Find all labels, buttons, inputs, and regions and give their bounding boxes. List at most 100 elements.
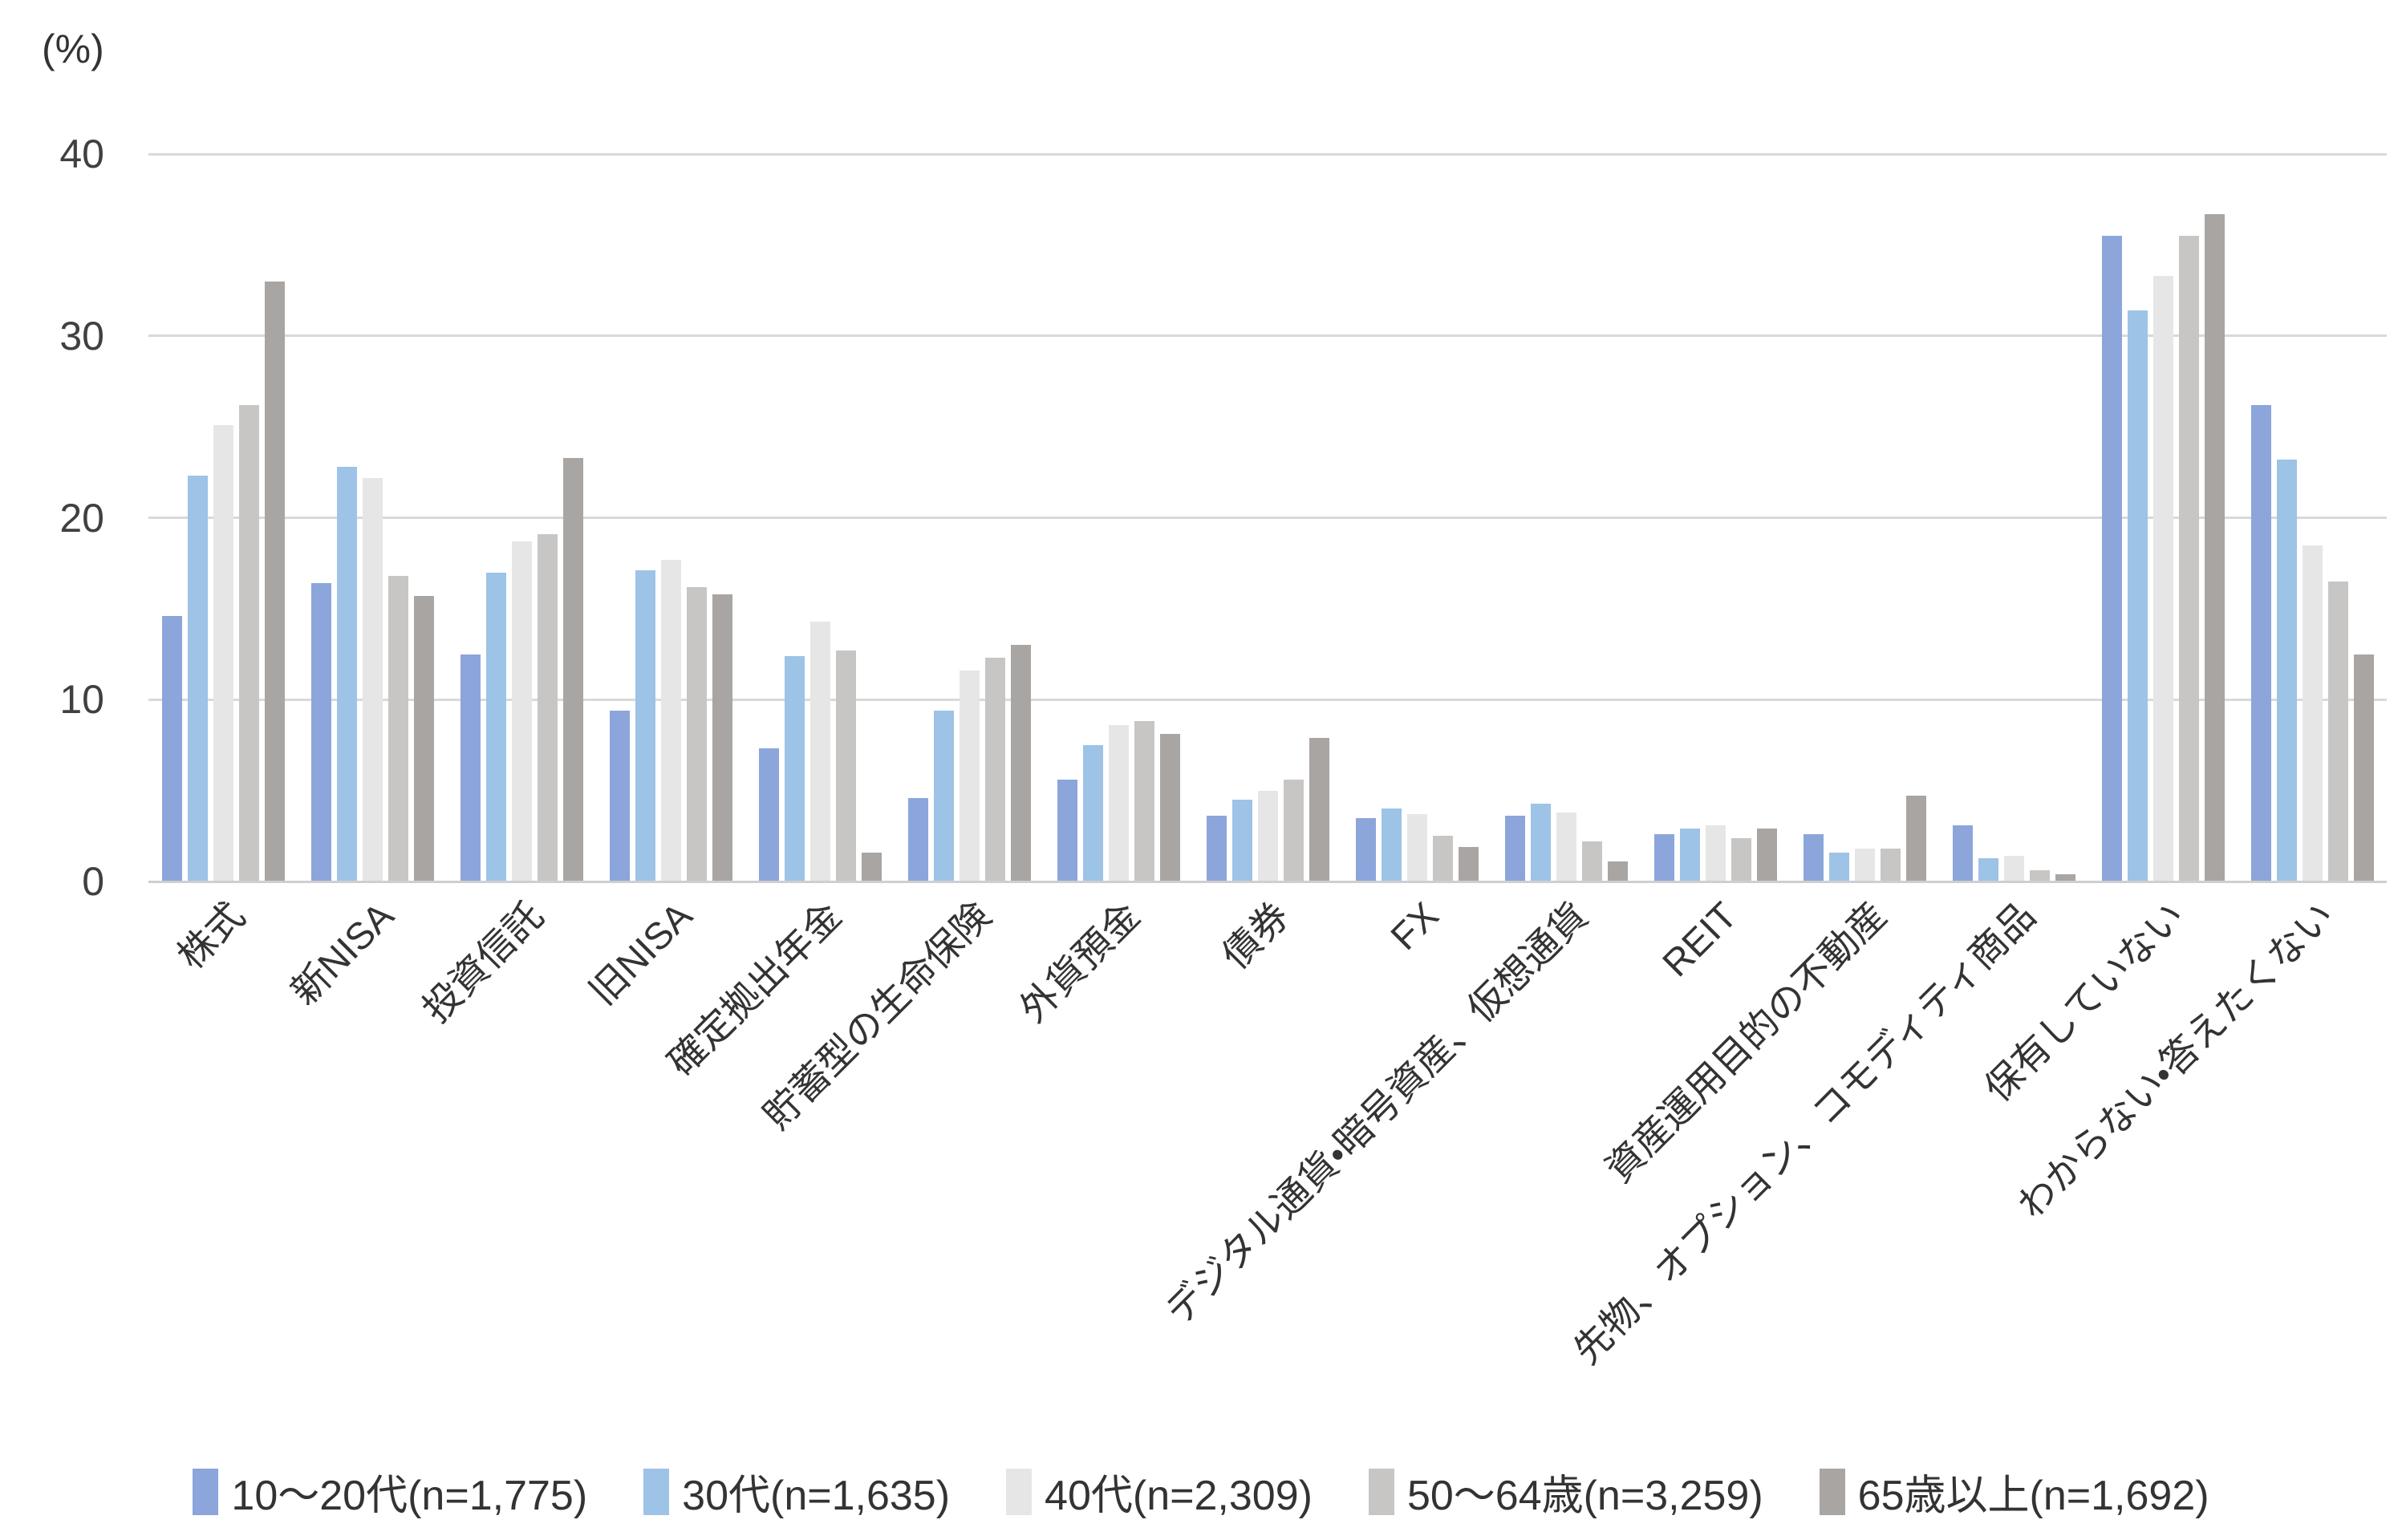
bar-series5-cat13 [2055, 873, 2075, 881]
bar-series4-cat13 [2029, 870, 2050, 881]
bar-series2-cat5 [784, 655, 805, 881]
legend: 10〜20代(n=1,775) 30代(n=1,635) 40代(n=2,309) 5… [0, 1461, 2402, 1522]
gridline-30 [148, 334, 2387, 338]
bar-series5-cat3 [562, 457, 583, 881]
bar-series4-cat8 [1283, 780, 1304, 881]
bar-series2-cat14 [2127, 310, 2148, 881]
legend-color-chip-4 [1368, 1468, 1394, 1515]
legend-label-3: 40代(n=2,309) [1045, 1473, 1313, 1519]
bar-series1-cat1 [161, 615, 182, 881]
bar-group-7 [1044, 154, 1193, 881]
bar-series4-cat2 [387, 576, 408, 881]
bar-series2-cat7 [1082, 744, 1103, 881]
bar-series3-cat14 [2152, 275, 2173, 881]
x-label-8: 債券 [1213, 894, 1297, 978]
bar-series3-cat11 [1705, 825, 1726, 881]
bar-series2-cat2 [336, 467, 357, 881]
gridline-40 [148, 152, 2387, 156]
bar-series5-cat9 [1458, 846, 1479, 881]
bar-series4-cat5 [835, 650, 856, 881]
bar-series1-cat2 [310, 583, 331, 881]
y-axis-unit-label: (%) [42, 26, 104, 71]
bar-series1-cat10 [1504, 816, 1525, 881]
bar-series5-cat10 [1607, 861, 1628, 881]
bar-series1-cat7 [1057, 780, 1077, 881]
bar-series1-cat9 [1355, 817, 1376, 881]
x-axis-baseline [148, 880, 2387, 883]
bar-series4-cat11 [1730, 837, 1751, 881]
x-label-9: FX [1382, 894, 1446, 958]
bar-series1-cat11 [1653, 834, 1674, 881]
bar-series2-cat15 [2276, 459, 2297, 881]
bar-series5-cat12 [1905, 796, 1926, 881]
bar-group-6 [895, 154, 1044, 881]
x-label-1: 株式 [168, 894, 253, 978]
bar-group-15 [2238, 154, 2387, 881]
legend-item-5: 65歳以上(n=1,692) [1819, 1461, 2209, 1522]
x-label-12: 資産運用目的の不動産 [1597, 894, 1894, 1191]
bar-series1-cat5 [758, 748, 779, 881]
bar-series3-cat15 [2302, 545, 2323, 881]
bar-series4-cat7 [1134, 721, 1154, 881]
x-label-7: 外貨預金 [1011, 894, 1148, 1031]
bar-group-8 [1193, 154, 1342, 881]
bar-series1-cat6 [907, 797, 928, 881]
bar-series4-cat9 [1432, 836, 1453, 881]
bar-series2-cat13 [1978, 857, 1998, 881]
legend-item-2: 30代(n=1,635) [643, 1461, 950, 1522]
bar-series5-cat5 [861, 852, 882, 881]
bar-group-10 [1491, 154, 1641, 881]
bar-series3-cat12 [1854, 849, 1875, 881]
bar-series3-cat9 [1406, 814, 1427, 881]
y-tick-label-0: 0 [82, 859, 104, 904]
bar-series5-cat1 [264, 281, 285, 881]
bar-series3-cat5 [809, 621, 830, 881]
x-label-3: 投資信託 [414, 894, 551, 1031]
bar-series3-cat10 [1556, 812, 1576, 881]
bar-series5-cat11 [1756, 829, 1777, 881]
bar-series1-cat4 [609, 710, 630, 881]
legend-item-3: 40代(n=2,309) [1006, 1461, 1313, 1522]
x-label-4: 旧NISA [581, 894, 700, 1013]
y-tick-label-40: 40 [59, 132, 104, 176]
bar-series3-cat6 [959, 670, 980, 881]
x-label-2: 新NISA [282, 894, 402, 1013]
bar-group-11 [1641, 154, 1790, 881]
bar-group-2 [298, 154, 447, 881]
bar-series5-cat7 [1159, 734, 1180, 881]
bar-series4-cat10 [1581, 841, 1602, 881]
bar-series1-cat3 [460, 654, 481, 881]
bar-series1-cat12 [1803, 834, 1824, 881]
bar-series5-cat8 [1309, 737, 1329, 881]
bar-series2-cat12 [1828, 852, 1849, 881]
bar-series5-cat6 [1010, 645, 1031, 881]
legend-item-4: 50〜64歳(n=3,259) [1368, 1461, 1763, 1522]
bar-series4-cat6 [984, 658, 1005, 881]
bar-series1-cat8 [1206, 816, 1227, 881]
bar-group-9 [1342, 154, 1491, 881]
bar-series2-cat10 [1530, 803, 1551, 881]
bar-series2-cat1 [187, 476, 208, 881]
legend-color-chip-1 [193, 1468, 219, 1515]
legend-color-chip-5 [1819, 1468, 1845, 1515]
bar-series4-cat1 [238, 404, 259, 881]
bar-series3-cat2 [362, 477, 383, 881]
legend-color-chip-2 [643, 1468, 670, 1515]
bar-series3-cat7 [1108, 725, 1129, 881]
x-label-15: わからない・答えたくない [2009, 894, 2342, 1226]
legend-item-1: 10〜20代(n=1,775) [193, 1461, 587, 1522]
bar-group-4 [596, 154, 745, 881]
bar-series2-cat6 [933, 710, 954, 881]
y-tick-label-10: 10 [59, 677, 104, 723]
bar-series1-cat13 [1952, 825, 1973, 881]
gridline-20 [148, 517, 2387, 519]
bar-group-5 [745, 154, 895, 881]
bar-series1-cat15 [2250, 404, 2271, 881]
bar-series4-cat3 [537, 533, 558, 881]
legend-label-5: 65歳以上(n=1,692) [1857, 1473, 2209, 1519]
bar-group-13 [1939, 154, 2088, 881]
gridline-10 [148, 698, 2387, 701]
plot-area [148, 152, 2387, 883]
legend-label-4: 50〜64歳(n=3,259) [1406, 1473, 1763, 1519]
x-label-11: REIT [1653, 894, 1745, 985]
